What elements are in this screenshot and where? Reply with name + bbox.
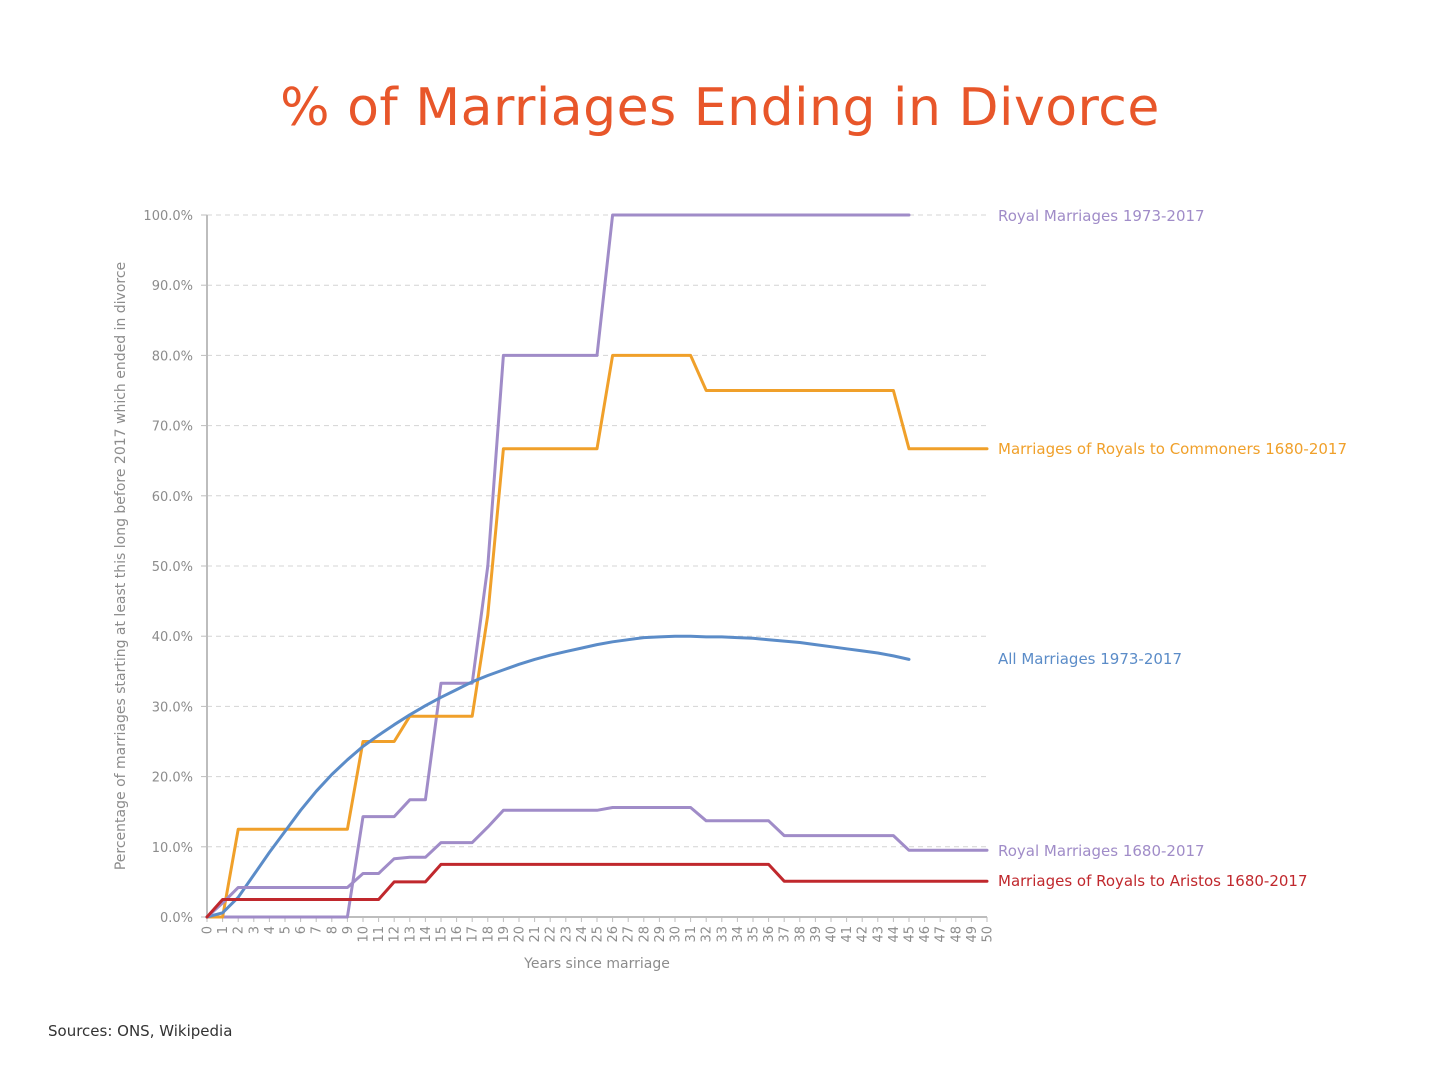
x-tick-label: 33: [715, 926, 730, 943]
x-tick-label: 11: [372, 926, 387, 943]
x-tick-label: 41: [840, 926, 855, 943]
y-tick-label: 0.0%: [160, 911, 193, 926]
x-tick-label: 3: [247, 926, 262, 934]
x-tick-label: 31: [684, 926, 699, 943]
chart-title: % of Marriages Ending in Divorce: [280, 78, 1160, 138]
x-tick-label: 36: [762, 926, 777, 943]
y-tick-label: 80.0%: [152, 349, 193, 364]
y-axis-title: Percentage of marriages starting at leas…: [113, 262, 129, 870]
y-tick-label: 90.0%: [152, 279, 193, 294]
x-tick-label: 4: [263, 926, 278, 934]
series-label: Royal Marriages 1680-2017: [998, 842, 1205, 860]
x-tick-label: 23: [559, 926, 574, 943]
series-label: Royal Marriages 1973-2017: [998, 207, 1205, 225]
x-tick-label: 0: [201, 926, 216, 934]
series-label: All Marriages 1973-2017: [998, 650, 1182, 668]
series-line-royal-marriages-1973-2017: [205, 213, 911, 919]
x-tick-label: 14: [419, 926, 434, 943]
y-tick-label: 20.0%: [152, 771, 193, 786]
x-tick-label: 24: [575, 926, 590, 943]
x-tick-label: 48: [949, 926, 964, 943]
y-tick-label: 10.0%: [152, 841, 193, 856]
x-tick-label: 46: [918, 926, 933, 943]
series-layer: [205, 213, 989, 919]
y-tick-label: 100.0%: [143, 209, 193, 224]
x-tick-label: 49: [965, 926, 980, 943]
x-tick-label: 29: [653, 926, 668, 943]
x-tick-label: 40: [825, 926, 840, 943]
label-layer: Royal Marriages 1973-2017 Marriages of Ro…: [998, 207, 1347, 890]
x-tick-label: 25: [591, 926, 606, 943]
x-tick-label: 38: [793, 926, 808, 943]
x-tick-label: 43: [871, 926, 886, 943]
x-tick-label: 5: [279, 926, 294, 934]
x-tick-label: 44: [887, 926, 902, 943]
x-tick-label: 19: [497, 926, 512, 943]
y-tick-label: 60.0%: [152, 490, 193, 505]
x-tick-label: 22: [544, 926, 559, 943]
x-tick-label: 10: [357, 926, 372, 943]
x-tick-label: 13: [403, 926, 418, 943]
x-axis-title: Years since marriage: [523, 956, 670, 972]
x-tick-label: 39: [809, 926, 824, 943]
x-tick-label: 16: [450, 926, 465, 943]
x-tick-label: 28: [637, 926, 652, 943]
y-tick-label: 50.0%: [152, 560, 193, 575]
x-tick-label: 34: [731, 926, 746, 943]
x-tick-label: 17: [466, 926, 481, 943]
x-tick-label: 1: [216, 926, 231, 934]
x-tick-label: 50: [981, 926, 996, 943]
x-tick-label: 42: [856, 926, 871, 943]
x-tick-label: 30: [669, 926, 684, 943]
x-tick-label: 45: [903, 926, 918, 943]
series-line-all-marriages-1973-2017: [205, 634, 911, 919]
grid-layer: [207, 214, 987, 848]
x-tick-label: 2: [232, 926, 247, 934]
x-tick-label: 6: [294, 926, 309, 934]
series-line-royal-marriages-1680-2017: [205, 806, 989, 919]
axis-layer: 0.0% 10.0% 20.0% 30.0% 40.0% 50.0% 60.0% 70.0% 8…: [143, 209, 995, 943]
series-line-marriages-of-royals-to-aristos-1680-2017: [205, 862, 989, 919]
series-line-marriages-of-royals-to-commoners-1680-2017: [205, 353, 989, 919]
x-tick-label: 15: [435, 926, 450, 943]
series-label: Marriages of Royals to Aristos 1680-2017: [998, 872, 1308, 890]
x-tick-label: 20: [513, 926, 528, 943]
x-tick-label: 7: [310, 926, 325, 934]
x-tick-label: 8: [325, 926, 340, 934]
sources-note: Sources: ONS, Wikipedia: [48, 1022, 233, 1040]
x-tick-label: 21: [528, 926, 543, 943]
x-tick-label: 35: [747, 926, 762, 943]
x-tick-label: 9: [341, 926, 356, 934]
x-tick-label: 32: [700, 926, 715, 943]
x-tick-label: 12: [388, 926, 403, 943]
x-tick-label: 27: [622, 926, 637, 943]
series-label: Marriages of Royals to Commoners 1680-20…: [998, 440, 1347, 458]
y-tick-label: 70.0%: [152, 420, 193, 435]
x-tick-label: 47: [934, 926, 949, 943]
x-tick-label: 37: [778, 926, 793, 943]
y-tick-label: 40.0%: [152, 630, 193, 645]
y-tick-label: 30.0%: [152, 700, 193, 715]
x-tick-label: 26: [606, 926, 621, 943]
x-tick-label: 18: [481, 926, 496, 943]
